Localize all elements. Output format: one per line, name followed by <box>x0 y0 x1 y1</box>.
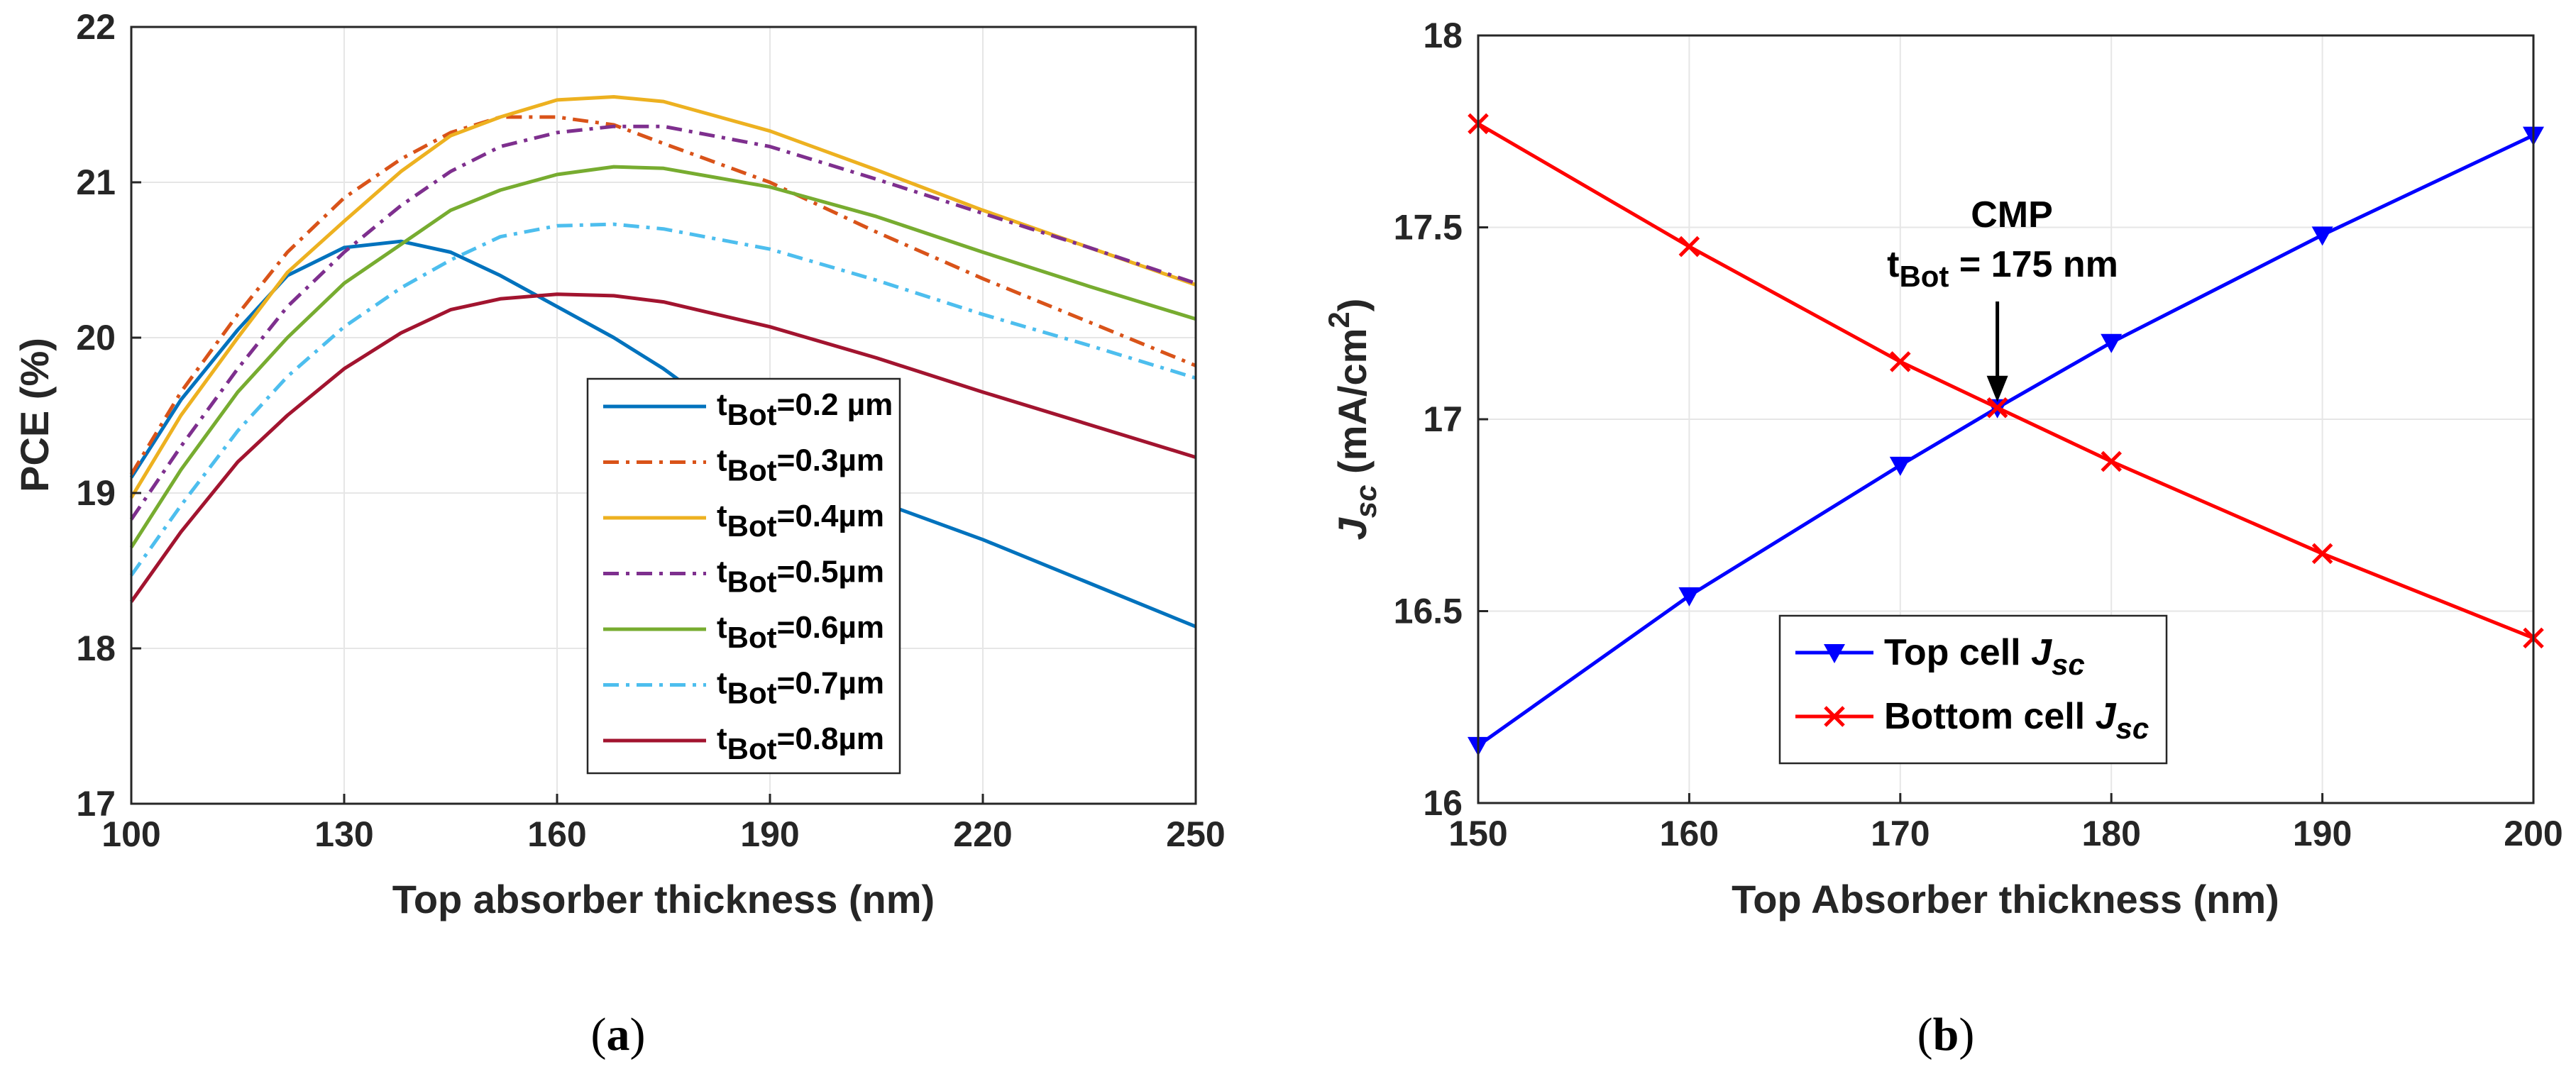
panel-a-ytick-label: 21 <box>76 162 116 202</box>
annotation-cmp: CMP <box>1971 194 2053 236</box>
panel-b-xlabel: Top Absorber thickness (nm) <box>1732 877 2279 921</box>
panel-b-xtick-label: 160 <box>1660 814 1719 853</box>
panel-b-ylabel-end: ) <box>1330 299 1375 312</box>
panel-b-point-0-5 <box>2311 226 2333 246</box>
panel-a-xtick-label: 220 <box>953 814 1012 854</box>
panel-b-ylabel-unit: (mA/cm <box>1330 328 1375 485</box>
panel-b-chart: 150 160 170 180 190 200 16 16.5 17 17.5 18 Top Abs… <box>1322 16 2563 921</box>
panel-a-ytick-label: 17 <box>76 784 116 824</box>
panel-b-point-0-4 <box>2101 333 2123 353</box>
panel-b-ytick-label: 17 <box>1423 399 1463 439</box>
panel-b-ylabel-j: J <box>1330 516 1375 540</box>
panel-b-legend-marker-0 <box>1824 644 1845 663</box>
panel-a-legend-label-1: tBot=0.3µm <box>717 443 884 487</box>
panel-a-series-line-5 <box>129 222 1196 577</box>
panel-a-legend: tBot=0.2 µm tBot=0.3µm tBot=0.4µm tBot=0.5µ… <box>586 377 901 775</box>
panel-b-ytick-label: 16.5 <box>1394 592 1463 631</box>
panel-b-point-1-5 <box>2311 543 2333 565</box>
panel-b-point-1-4 <box>2101 450 2122 472</box>
panel-a-ytick-label: 19 <box>76 473 116 513</box>
panel-a-ticks: 100 130 160 190 220 250 17 18 19 20 21 22 <box>76 7 1225 854</box>
panel-a-legend-label-0: tBot=0.2 µm <box>717 387 893 431</box>
panel-b-point-1-2 <box>1890 351 1911 372</box>
panel-b-legend-marker-1 <box>1824 706 1845 727</box>
panel-b-ytick-label: 18 <box>1423 16 1463 55</box>
panel-b-ticks: 150 160 170 180 190 200 16 16.5 17 17.5 18 <box>1394 16 2563 853</box>
panel-b-legend: Top cell Jsc Bottom cell Jsc <box>1778 614 2168 765</box>
panel-a-series-line-6 <box>129 292 1196 603</box>
panel-b-ylabel: Jsc (mA/cm2) <box>1322 299 1382 541</box>
panel-b-ytick-label: 17.5 <box>1394 208 1463 248</box>
panel-b-legend-label-1: Bottom cell Jsc <box>1884 696 2149 745</box>
panel-a-ytick-label: 20 <box>76 318 116 358</box>
panel-b-xtick-label: 170 <box>1871 814 1930 853</box>
panel-a-series-line-2 <box>129 95 1196 499</box>
panel-b-annotation: CMP tBot = 175 nm <box>1887 194 2118 402</box>
panel-a-ytick-label: 22 <box>76 7 116 47</box>
panel-a-axes-box <box>130 26 1197 805</box>
panel-a-chart: 100 130 160 190 220 250 17 18 19 20 21 22 Top absor… <box>12 7 1226 921</box>
panel-b-point-1-3 <box>1986 397 2008 419</box>
panel-b-point-0-2 <box>1889 456 1911 476</box>
annotation-tbot: tBot = 175 nm <box>1887 244 2118 293</box>
panel-b-xtick-label: 180 <box>2081 814 2140 853</box>
panel-a-legend-label-6: tBot=0.8µm <box>717 721 884 765</box>
panel-a-ylabel: PCE (%) <box>12 338 57 492</box>
panel-a-series <box>129 95 1196 629</box>
panel-b-legend-box <box>1778 614 2168 765</box>
panel-a-legend-label-3: tBot=0.5µm <box>717 555 884 599</box>
panel-a-series-line-4 <box>129 165 1196 549</box>
panel-a-series-line-3 <box>129 124 1196 521</box>
caption-a: (a) <box>591 1009 646 1061</box>
panel-a-xtick-label: 190 <box>740 814 799 854</box>
annotation-arrowhead <box>1986 375 2008 402</box>
panel-a-legend-label-2: tBot=0.4µm <box>717 499 884 543</box>
panel-a-xlabel: Top absorber thickness (nm) <box>392 877 935 921</box>
panel-b-xtick-label: 150 <box>1448 814 1507 853</box>
panel-b-ylabel-sup: 2 <box>1322 311 1355 328</box>
panel-a-xtick-label: 100 <box>101 814 160 854</box>
panel-b-legend-label-0: Top cell Jsc <box>1884 632 2085 681</box>
panel-b-ylabel-sub: sc <box>1349 485 1382 519</box>
panel-a-ytick-label: 18 <box>76 629 116 668</box>
panel-a-legend-box <box>586 377 901 775</box>
panel-a-legend-label-5: tBot=0.7µm <box>717 666 884 710</box>
panel-b-point-0-1 <box>1678 587 1700 607</box>
panel-b-xtick-label: 200 <box>2504 814 2563 853</box>
panel-a-xtick-label: 130 <box>314 814 373 854</box>
panel-a-xtick-label: 160 <box>527 814 586 854</box>
panel-a-xtick-label: 250 <box>1166 814 1225 854</box>
panel-a-legend-label-4: tBot=0.6µm <box>717 610 884 654</box>
panel-b-xtick-label: 190 <box>2293 814 2352 853</box>
panel-b-ytick-label: 16 <box>1423 783 1463 823</box>
panel-b-point-1-1 <box>1678 236 1700 258</box>
caption-b: (b) <box>1917 1009 1975 1061</box>
